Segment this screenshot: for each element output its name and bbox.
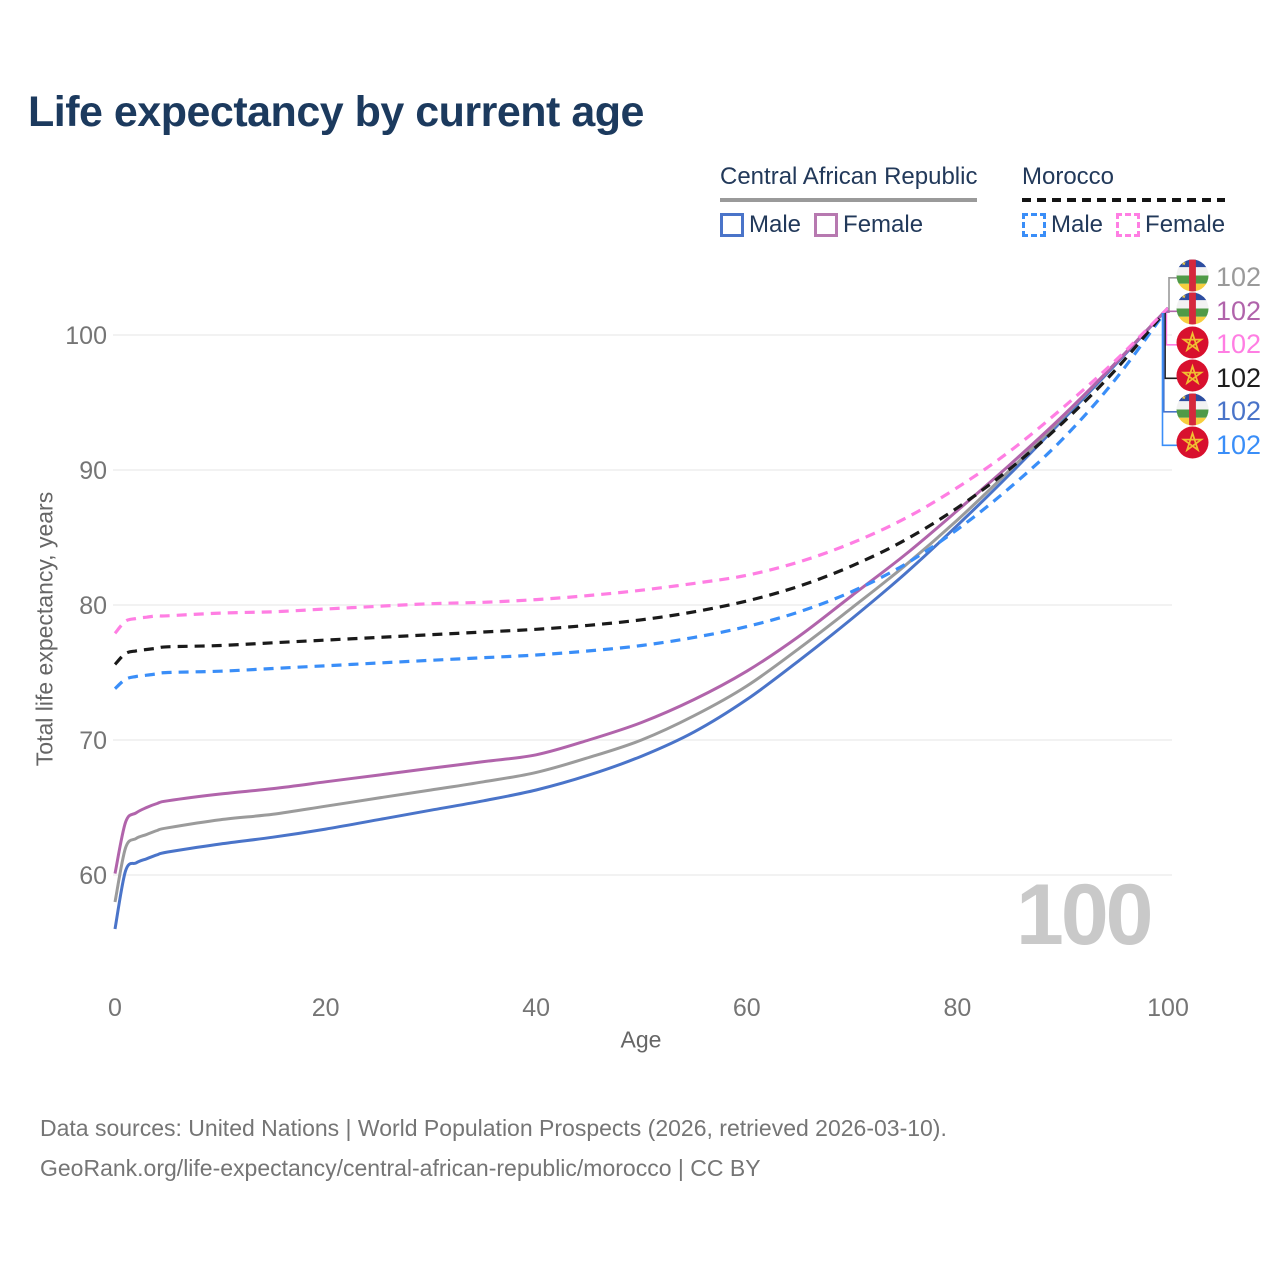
y-tick-label: 80: [79, 592, 107, 620]
x-tick-label: 20: [312, 994, 340, 1022]
page-title: Life expectancy by current age: [28, 88, 644, 136]
legend-item-male: Male: [720, 211, 801, 239]
attribution-note: GeoRank.org/life-expectancy/central-afri…: [40, 1155, 761, 1181]
legend-swatch-dashed: [1116, 213, 1141, 237]
series-lines: [113, 306, 1170, 930]
central-african-republic-flag-icon: [1176, 393, 1209, 431]
x-tick-label: 0: [108, 994, 122, 1022]
end-label-row: 102: [1176, 259, 1262, 297]
leader-lines: [1161, 277, 1177, 447]
morocco-flag-icon: [1176, 426, 1209, 464]
legend-country-label: Morocco: [1022, 163, 1115, 190]
end-label-row: 102: [1176, 292, 1262, 330]
y-axis-title: Total life expectancy, years: [31, 491, 58, 767]
legend-swatch-dashed: [1022, 213, 1046, 237]
gridlines: [113, 334, 1172, 876]
x-tick-label: 40: [522, 994, 550, 1022]
leader-line: [1163, 313, 1177, 413]
x-axis-tick-labels: 0 20 40 60 80 100: [108, 994, 1189, 1022]
series-line-morocco-both: [113, 306, 1170, 666]
leader-line: [1164, 313, 1177, 380]
legend-item-label: Male: [1051, 211, 1104, 238]
leader-line: [1166, 310, 1177, 313]
legend-country-label: Central African Republic: [720, 163, 978, 190]
x-tick-label: 80: [943, 994, 971, 1022]
x-tick-label: 100: [1147, 994, 1189, 1022]
age-counter-watermark: 100: [1016, 867, 1153, 963]
leader-line: [1161, 313, 1177, 447]
legend-item-male: Male: [1022, 211, 1103, 239]
leader-line: [1168, 277, 1177, 313]
legend-underline-solid: [720, 198, 978, 202]
y-tick-label: 70: [79, 727, 107, 755]
footer: Data sources: United Nations | World Pop…: [40, 1108, 947, 1188]
x-tick-label: 60: [733, 994, 761, 1022]
end-label-row: 102: [1176, 426, 1262, 464]
legend-item-label: Female: [843, 211, 924, 238]
leader-line: [1165, 313, 1177, 346]
legend-items: Male Female: [720, 211, 977, 239]
y-tick-label: 90: [79, 457, 107, 485]
legend-items: Male Female: [1022, 211, 1225, 239]
legend-underline-dashed: [1022, 198, 1226, 202]
legend-swatch-solid: [814, 213, 839, 237]
central-african-republic-flag-icon: [1176, 292, 1209, 330]
legend-group-central-african-republic: Central African Republic Male Female: [720, 163, 978, 239]
y-axis-tick-labels: 60 70 80 90 100: [65, 322, 107, 890]
end-label-value: 102: [1216, 362, 1262, 393]
morocco-flag-icon: [1176, 326, 1209, 364]
end-label-value: 102: [1216, 329, 1262, 360]
legend-item-label: Male: [749, 211, 802, 238]
series-line-central-african-republic-both: [113, 306, 1170, 903]
y-tick-label: 60: [79, 862, 107, 890]
data-source-note: Data sources: United Nations | World Pop…: [40, 1115, 947, 1141]
central-african-republic-flag-icon: [1176, 259, 1209, 297]
end-label-column: 102 102 102 102 102 102: [1176, 259, 1262, 464]
end-label-row: 102: [1176, 393, 1262, 431]
legend-item-label: Female: [1145, 211, 1226, 238]
legend-swatch-solid: [720, 213, 744, 237]
x-axis-title: Age: [620, 1026, 662, 1053]
end-label-row: 102: [1176, 359, 1262, 397]
legend-item-female: Female: [814, 211, 923, 239]
legend-group-morocco: Morocco Male Female: [1022, 163, 1226, 239]
y-tick-label: 100: [65, 322, 107, 350]
end-label-value: 102: [1216, 295, 1262, 326]
series-line-morocco-female: [113, 306, 1170, 635]
series-line-morocco-male: [113, 307, 1170, 690]
end-label-value: 102: [1216, 396, 1262, 427]
series-line-central-african-republic-female: [113, 306, 1170, 874]
end-label-value: 102: [1216, 262, 1262, 293]
end-label-row: 102: [1176, 326, 1262, 364]
legend-item-female: Female: [1116, 211, 1225, 239]
morocco-flag-icon: [1176, 359, 1209, 397]
end-label-value: 102: [1216, 429, 1262, 460]
series-line-central-african-republic-male: [113, 306, 1170, 930]
